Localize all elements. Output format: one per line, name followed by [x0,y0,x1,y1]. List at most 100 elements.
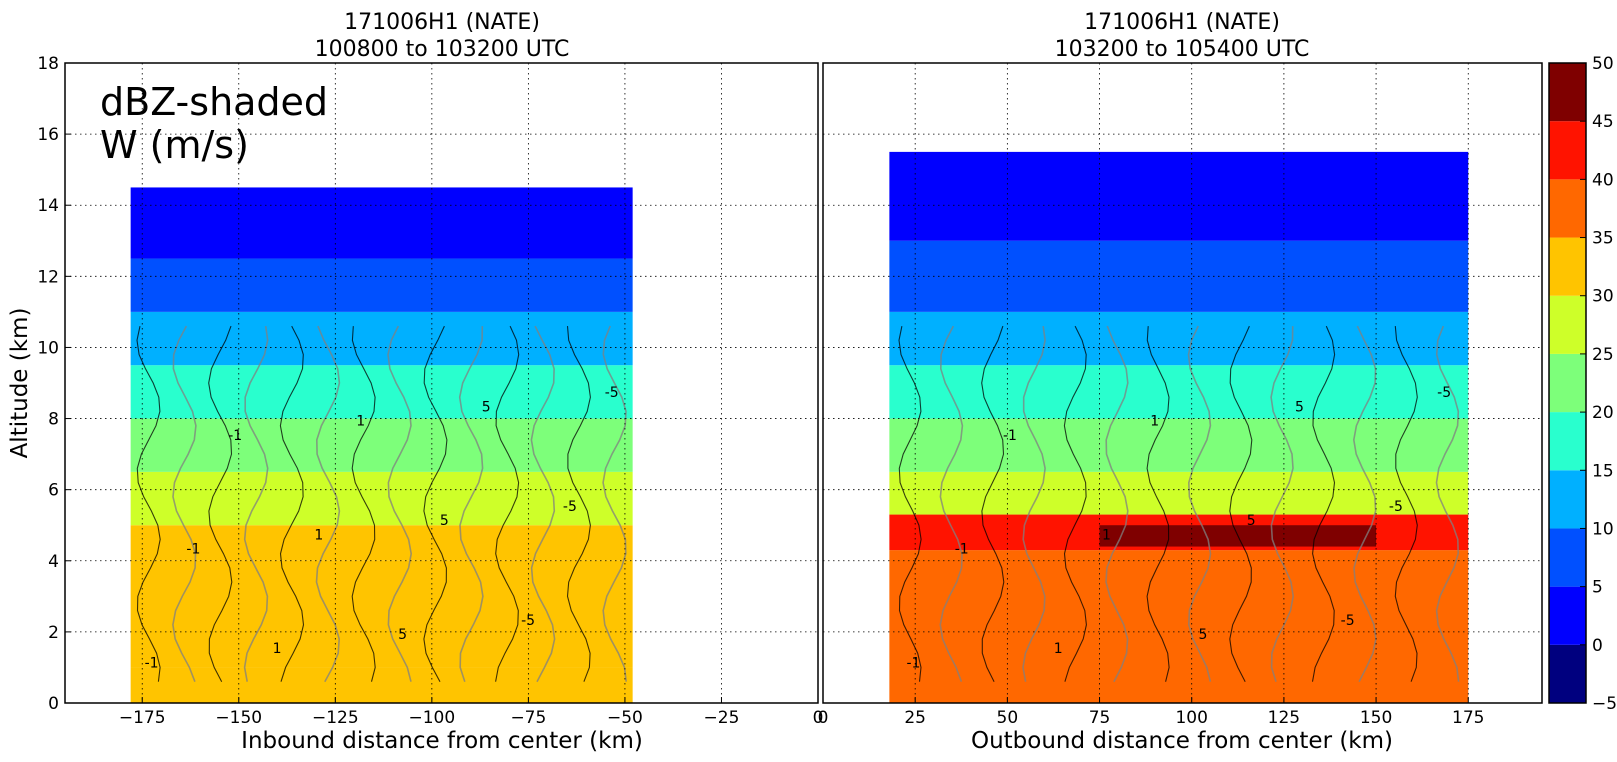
contour-label: -1 [907,655,921,671]
reflectivity-band [130,418,633,472]
contour-label: 5 [1247,513,1256,529]
right-grid [823,63,1542,703]
colorbar-tick-label: 35 [1592,229,1614,249]
reflectivity-band [889,365,1469,419]
reflectivity-band [889,418,1469,472]
reflectivity-band [889,550,1469,703]
y-tick-label: 14 [37,196,59,216]
x-tick-label: 150 [1360,708,1392,728]
w-contour [136,325,161,682]
contour-label: 1 [356,414,365,430]
w-contour [1022,325,1046,682]
colorbar: −5 0 5 10 15 20 25 30 35 40 45 50 [1548,54,1617,714]
w-contour [208,325,233,682]
right-data-field: -1 -1 -1 1 1 1 5 5 5 -5 -5 -5 [889,151,1469,703]
x-tick-label: −175 [119,708,166,728]
colorbar-frame [1548,62,1587,704]
reflectivity-band [130,471,633,526]
x-tick-label: 0 [813,708,824,728]
contour-label: 1 [1054,641,1063,657]
w-contour [1352,325,1377,683]
contour-label: -5 [605,385,619,401]
contour-label: 5 [1198,627,1207,643]
w-contour [1270,326,1295,682]
y-tick-label: 10 [37,338,59,358]
colorbar-tick-label: 0 [1592,636,1603,656]
w-contour [1394,326,1418,682]
colorbar-tick-label: 45 [1592,112,1614,132]
colorbar-segment [1549,644,1586,703]
colorbar-tick-label: 25 [1592,345,1614,365]
left-title: 171006H1 (NATE) [344,10,540,35]
right-title: 171006H1 (NATE) [1084,10,1280,35]
w-contour [458,326,484,682]
colorbar-tick-label: 5 [1592,578,1603,598]
left-y-axis-label: Altitude (km) [7,308,33,459]
colorbar-segment [1549,121,1586,180]
w-contour [981,325,1005,682]
w-contour [1105,325,1129,683]
x-tick-label: 175 [1452,708,1484,728]
x-tick-label: 50 [997,708,1019,728]
left-data-field: -1 -1 -1 1 1 1 5 5 5 -5 -5 -5 [130,187,633,703]
x-tick-label: 125 [1268,708,1300,728]
colorbar-segment [1549,528,1586,587]
w-contour [279,325,305,682]
x-tick-label: 100 [1175,708,1207,728]
right-x-ticks: 0 25 50 75 100 125 150 175 [818,697,1484,728]
y-tick-label: 18 [37,54,59,74]
y-tick-label: 2 [48,623,59,643]
y-tick-label: 16 [37,125,59,145]
y-tick-label: 8 [48,410,59,430]
w-contour [1063,325,1087,682]
colorbar-tick-label: 10 [1592,519,1614,539]
contour-label: 1 [1102,527,1111,543]
x-tick-label: 25 [904,708,926,728]
x-tick-label: −75 [510,708,546,728]
x-tick-label: −25 [704,708,740,728]
colorbar-tick-label: 15 [1592,461,1614,481]
w-contour [387,325,413,682]
w-contour [351,326,376,682]
w-contour [1146,326,1170,682]
contour-label: 1 [273,641,282,657]
contour-label: -5 [563,499,577,515]
reflectivity-band [130,258,633,312]
colorbar-segment [1549,470,1586,529]
left-annotation-line-2: W (m/s) [100,123,249,167]
y-tick-label: 12 [37,267,59,287]
y-tick-label: 6 [48,481,59,501]
colorbar-tick-label: 40 [1592,170,1614,190]
x-tick-label: 75 [1089,708,1111,728]
colorbar-segment [1549,586,1586,645]
y-tick-label: 0 [48,694,59,714]
w-contour [315,325,341,683]
contour-label: -1 [228,428,242,444]
reflectivity-band [130,187,633,259]
left-y-ticks: 0 2 4 6 8 10 12 14 16 18 [37,54,71,714]
contour-label: 5 [1295,399,1304,415]
right-panel: -1 -1 -1 1 1 1 5 5 5 -5 -5 -5 171006H1 (NATE) 10320… [818,10,1543,754]
contour-label: 1 [1150,414,1159,430]
x-tick-label: −125 [312,708,359,728]
reflectivity-band [889,311,1469,366]
w-contour [243,325,269,682]
contour-label: -1 [186,542,200,558]
colorbar-tick-label: 30 [1592,287,1614,307]
y-tick-label: 4 [48,552,59,572]
colorbar-segment [1549,353,1586,413]
w-contour [530,325,556,683]
contour-label: 5 [398,627,407,643]
contour-label: -5 [521,613,535,629]
x-tick-label: −50 [607,708,643,728]
contour-label: -5 [1437,385,1451,401]
w-contour [1435,325,1460,682]
contour-label: 5 [440,513,449,529]
colorbar-segment [1549,63,1586,122]
left-subtitle: 100800 to 103200 UTC [315,37,570,62]
contour-label: 5 [482,399,491,415]
w-contour [423,325,448,682]
contour-label: 1 [314,527,323,543]
reflectivity-band [889,151,1469,241]
